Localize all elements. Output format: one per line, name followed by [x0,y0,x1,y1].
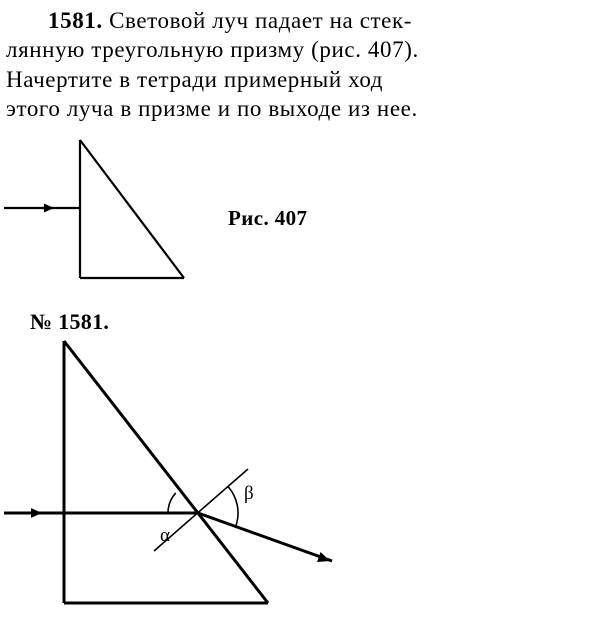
answer-figure: αβ [0,335,598,615]
problem-statement: 1581. Световой луч падает на стек- лянну… [0,4,598,128]
answer-number: № 1581. [0,303,598,335]
svg-text:β: β [244,483,254,504]
solution-diagram-icon: αβ [0,335,598,615]
problem-line-3: Начертите в тетради примерный ход [6,67,383,92]
figure-407: Рис. 407 [0,128,598,303]
problem-line-1: Световой луч падает на стек- [109,8,412,33]
problem-line-4: этого луча в призме и по выходе из нее. [6,96,418,121]
problem-number: 1581. [48,8,103,33]
problem-line-2: лянную треугольную призму (рис. 407). [6,37,419,62]
svg-text:α: α [160,525,170,546]
figure-label: Рис. 407 [228,206,307,231]
